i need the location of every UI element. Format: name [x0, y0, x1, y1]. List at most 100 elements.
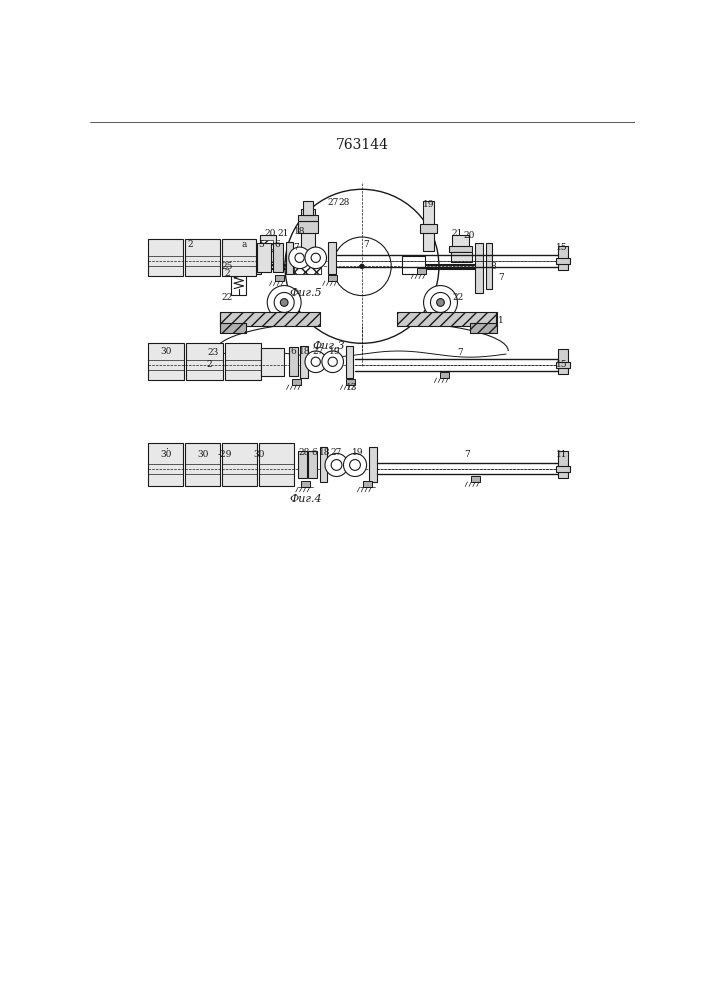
- Circle shape: [305, 247, 327, 269]
- Text: -29: -29: [218, 450, 232, 459]
- Text: 18: 18: [294, 227, 305, 236]
- Text: 27: 27: [331, 448, 342, 457]
- Text: Фиг.3: Фиг.3: [312, 341, 345, 351]
- Text: 1: 1: [498, 316, 504, 325]
- Bar: [261, 348, 284, 376]
- Text: 20: 20: [264, 229, 276, 238]
- Bar: [556, 362, 570, 368]
- Circle shape: [305, 351, 327, 373]
- Text: 2: 2: [206, 360, 212, 369]
- Text: Фиг.5: Фиг.5: [289, 288, 322, 298]
- Text: 763144: 763144: [335, 138, 388, 152]
- Bar: [275, 275, 284, 281]
- Bar: [257, 246, 279, 252]
- Bar: [486, 243, 492, 289]
- Text: ·: ·: [165, 445, 168, 454]
- Text: 6: 6: [274, 240, 280, 249]
- Bar: [250, 248, 261, 274]
- Text: 22: 22: [221, 293, 233, 302]
- Bar: [225, 343, 261, 380]
- Bar: [303, 201, 313, 215]
- Bar: [300, 346, 308, 378]
- Bar: [475, 243, 483, 293]
- Text: 7: 7: [464, 450, 470, 459]
- Text: 28: 28: [298, 448, 310, 457]
- Bar: [416, 268, 426, 274]
- Text: 18: 18: [299, 347, 310, 356]
- Text: Фиг.4: Фиг.4: [289, 494, 322, 504]
- Bar: [259, 443, 294, 486]
- Text: 30: 30: [253, 450, 264, 459]
- Text: 21: 21: [277, 229, 288, 238]
- Text: 30: 30: [160, 450, 172, 459]
- Bar: [556, 466, 570, 472]
- Bar: [559, 349, 568, 374]
- Bar: [185, 443, 221, 486]
- Circle shape: [423, 286, 457, 319]
- Bar: [292, 379, 301, 385]
- Text: 19: 19: [329, 347, 341, 356]
- Text: a: a: [242, 240, 247, 249]
- Circle shape: [325, 453, 348, 477]
- Bar: [288, 347, 298, 376]
- Text: 21: 21: [452, 229, 463, 238]
- Circle shape: [431, 292, 450, 312]
- Bar: [469, 323, 497, 333]
- Circle shape: [281, 299, 288, 306]
- Bar: [148, 239, 182, 276]
- Text: 18: 18: [320, 448, 331, 457]
- Text: 6: 6: [291, 347, 296, 356]
- Circle shape: [344, 453, 366, 477]
- Bar: [346, 379, 355, 385]
- Text: 13: 13: [346, 383, 358, 392]
- Text: 30: 30: [160, 347, 171, 356]
- Circle shape: [333, 237, 391, 296]
- Bar: [363, 481, 372, 487]
- Bar: [219, 312, 320, 326]
- Bar: [559, 451, 568, 478]
- Text: 22: 22: [452, 293, 464, 302]
- Text: 2: 2: [187, 240, 193, 249]
- Bar: [148, 443, 183, 486]
- Bar: [185, 239, 219, 276]
- Bar: [259, 235, 276, 251]
- Bar: [148, 343, 184, 380]
- Text: 23: 23: [208, 348, 219, 357]
- Text: 27: 27: [312, 347, 324, 356]
- Text: 27: 27: [327, 198, 339, 207]
- Bar: [452, 235, 469, 251]
- Bar: [294, 256, 321, 274]
- Bar: [301, 209, 315, 251]
- Text: 6: 6: [311, 448, 317, 457]
- Circle shape: [288, 247, 310, 269]
- Bar: [308, 451, 317, 478]
- Bar: [420, 224, 437, 233]
- Bar: [369, 447, 377, 482]
- Bar: [346, 346, 354, 378]
- Bar: [423, 201, 433, 251]
- Bar: [301, 481, 310, 487]
- Circle shape: [285, 189, 439, 343]
- Bar: [471, 476, 480, 482]
- Text: 20: 20: [463, 231, 474, 240]
- Text: 8: 8: [491, 262, 496, 271]
- Bar: [397, 312, 497, 326]
- Bar: [261, 240, 274, 249]
- Text: 15: 15: [556, 243, 567, 252]
- Bar: [219, 312, 320, 326]
- Circle shape: [322, 351, 344, 373]
- Text: 7: 7: [363, 240, 368, 249]
- Circle shape: [437, 299, 444, 306]
- Bar: [298, 451, 308, 478]
- Text: 28: 28: [339, 198, 350, 207]
- Bar: [450, 252, 472, 262]
- Text: 15: 15: [556, 360, 567, 369]
- Circle shape: [360, 264, 364, 269]
- Bar: [294, 256, 321, 274]
- Bar: [274, 243, 283, 272]
- Bar: [222, 239, 257, 276]
- Bar: [559, 246, 568, 270]
- Bar: [257, 251, 279, 262]
- Bar: [397, 312, 497, 326]
- Bar: [449, 246, 472, 252]
